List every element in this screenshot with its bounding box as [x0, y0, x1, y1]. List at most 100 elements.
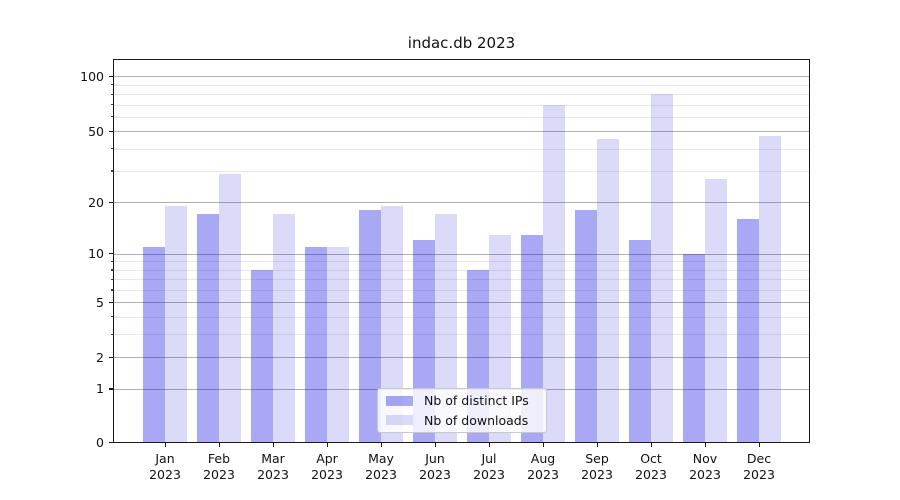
y-minor-tick-mark	[110, 104, 113, 106]
x-tick-label-mar: Mar 2023	[257, 451, 289, 482]
bar-downloads-dec	[759, 135, 781, 442]
major-gridline	[114, 357, 809, 358]
x-tick-label-may: May 2023	[365, 451, 397, 482]
legend-entry-distinct-ips: Nb of distinct IPs	[386, 393, 546, 408]
minor-gridline	[114, 84, 809, 86]
legend-swatch-distinct-ips	[386, 395, 413, 406]
y-minor-tick-mark	[110, 84, 113, 86]
x-tick-label-feb: Feb 2023	[203, 451, 235, 482]
x-tick-label-nov: Nov 2023	[689, 451, 721, 482]
major-gridline	[114, 76, 809, 78]
x-tick-mark	[488, 443, 490, 447]
minor-gridline	[114, 170, 809, 172]
y-minor-tick-mark	[110, 170, 113, 172]
major-gridline	[114, 253, 809, 255]
bar-downloads-oct	[651, 94, 673, 442]
minor-gridline	[114, 94, 809, 96]
x-tick-mark	[218, 443, 220, 447]
minor-gridline	[114, 116, 809, 118]
x-tick-label-dec: Dec 2023	[743, 451, 775, 482]
y-tick-label: 0	[96, 435, 104, 450]
x-tick-mark	[542, 443, 544, 447]
bar-downloads-jun	[435, 214, 457, 442]
minor-gridline	[114, 269, 809, 271]
y-minor-tick-mark	[110, 116, 113, 118]
x-tick-mark	[704, 443, 706, 447]
bar-distinct-ips-mar	[251, 269, 273, 442]
y-tick-label: 100	[80, 68, 104, 84]
bar-downloads-jan	[165, 206, 187, 442]
major-gridline	[114, 131, 809, 133]
x-tick-label-apr: Apr 2023	[311, 451, 343, 482]
y-tick-mark	[109, 253, 113, 255]
x-tick-label-aug: Aug 2023	[527, 451, 559, 482]
x-tick-mark	[758, 443, 760, 447]
bar-downloads-sep	[597, 139, 619, 442]
minor-gridline	[114, 289, 809, 291]
minor-gridline	[114, 334, 809, 336]
x-tick-mark	[650, 443, 652, 447]
x-tick-mark	[596, 443, 598, 447]
y-minor-tick-mark	[110, 148, 113, 150]
y-tick-label: 10	[88, 246, 104, 262]
y-minor-tick-mark	[110, 333, 113, 335]
y-minor-tick-mark	[110, 93, 113, 95]
y-tick-mark	[109, 201, 113, 203]
x-tick-mark	[164, 443, 166, 447]
y-minor-tick-mark	[110, 260, 113, 263]
bar-downloads-nov	[705, 179, 727, 442]
bar-distinct-ips-nov	[683, 253, 705, 442]
major-gridline	[114, 202, 809, 204]
minor-gridline	[114, 316, 809, 318]
legend-label-distinct-ips: Nb of distinct IPs	[424, 393, 529, 409]
bar-distinct-ips-may	[359, 210, 381, 442]
y-minor-tick-mark	[110, 278, 113, 280]
x-tick-label-jul: Jul 2023	[473, 451, 505, 482]
y-minor-tick-mark	[110, 289, 113, 291]
x-tick-label-oct: Oct 2023	[635, 451, 667, 482]
minor-gridline	[114, 261, 809, 263]
bar-downloads-mar	[273, 214, 295, 442]
y-tick-label: 50	[88, 123, 104, 139]
legend-swatch-downloads	[386, 415, 413, 426]
x-tick-mark	[326, 443, 328, 447]
bar-distinct-ips-jan	[143, 246, 165, 442]
minor-gridline	[114, 148, 809, 150]
legend-entry-downloads: Nb of downloads	[386, 413, 546, 428]
y-tick-mark	[109, 75, 113, 78]
y-tick-mark	[109, 356, 113, 358]
minor-gridline	[114, 279, 809, 281]
plot-area	[113, 59, 810, 443]
bar-distinct-ips-apr	[305, 246, 327, 442]
y-tick-label: 5	[96, 294, 104, 310]
x-tick-label-sep: Sep 2023	[581, 451, 613, 482]
bar-distinct-ips-feb	[197, 214, 219, 442]
y-tick-mark	[109, 442, 113, 444]
y-tick-label: 1	[96, 381, 104, 397]
x-tick-mark	[380, 443, 382, 447]
bar-downloads-may	[381, 206, 403, 442]
bar-distinct-ips-dec	[737, 219, 759, 442]
y-minor-tick-mark	[110, 269, 113, 271]
x-tick-label-jun: Jun 2023	[419, 451, 451, 482]
minor-gridline	[114, 104, 809, 106]
chart-title: indac.db 2023	[407, 34, 516, 52]
y-minor-tick-mark	[110, 316, 113, 318]
bar-distinct-ips-oct	[629, 240, 651, 442]
y-tick-mark	[109, 301, 113, 303]
y-tick-label: 20	[88, 194, 104, 210]
bar-distinct-ips-sep	[575, 210, 597, 442]
y-tick-mark	[109, 130, 113, 132]
bar-downloads-aug	[543, 104, 565, 442]
bar-downloads-feb	[219, 173, 241, 442]
x-tick-label-jan: Jan 2023	[149, 451, 181, 482]
major-gridline	[114, 302, 809, 304]
x-tick-mark	[434, 443, 436, 447]
y-tick-mark	[109, 388, 113, 390]
x-tick-mark	[272, 443, 274, 447]
legend-label-downloads: Nb of downloads	[424, 412, 529, 428]
y-tick-label: 2	[96, 349, 104, 365]
bar-downloads-apr	[327, 246, 349, 442]
legend: Nb of distinct IPs Nb of downloads	[377, 388, 547, 433]
